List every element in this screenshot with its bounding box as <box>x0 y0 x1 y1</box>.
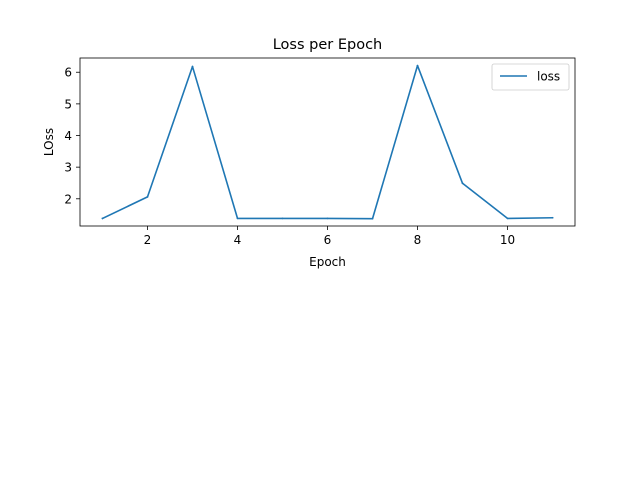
legend-label: loss <box>537 70 560 84</box>
legend-frame <box>491 63 570 91</box>
y-tick-label: 5 <box>64 97 72 111</box>
x-axis: 2 4 6 8 10 <box>144 226 515 247</box>
data-point <box>236 217 239 220</box>
y-tick-label: 6 <box>64 66 72 80</box>
y-tick-label: 2 <box>64 192 72 206</box>
data-point <box>371 217 374 220</box>
chart-title: Loss per Epoch <box>273 37 383 53</box>
x-tick-label: 10 <box>500 233 515 247</box>
data-point <box>326 217 329 220</box>
data-point <box>416 64 419 67</box>
y-axis-label: LOss <box>42 128 56 156</box>
y-tick-label: 3 <box>64 161 72 175</box>
x-tick-label: 6 <box>324 233 332 247</box>
data-point <box>281 217 284 220</box>
data-point <box>191 65 194 68</box>
data-point <box>461 182 464 185</box>
legend: loss <box>491 63 570 91</box>
x-tick-label: 4 <box>234 233 242 247</box>
plot-area <box>101 64 554 220</box>
x-tick-label: 8 <box>414 233 422 247</box>
series-line-loss <box>101 64 554 220</box>
data-point <box>506 217 509 220</box>
y-axis: 2 3 4 5 6 <box>64 66 80 206</box>
data-point <box>146 195 149 198</box>
y-tick-label: 4 <box>64 129 72 143</box>
x-tick-label: 2 <box>144 233 152 247</box>
data-point <box>551 216 554 219</box>
x-axis-label: Epoch <box>309 255 346 269</box>
data-point <box>101 217 104 220</box>
